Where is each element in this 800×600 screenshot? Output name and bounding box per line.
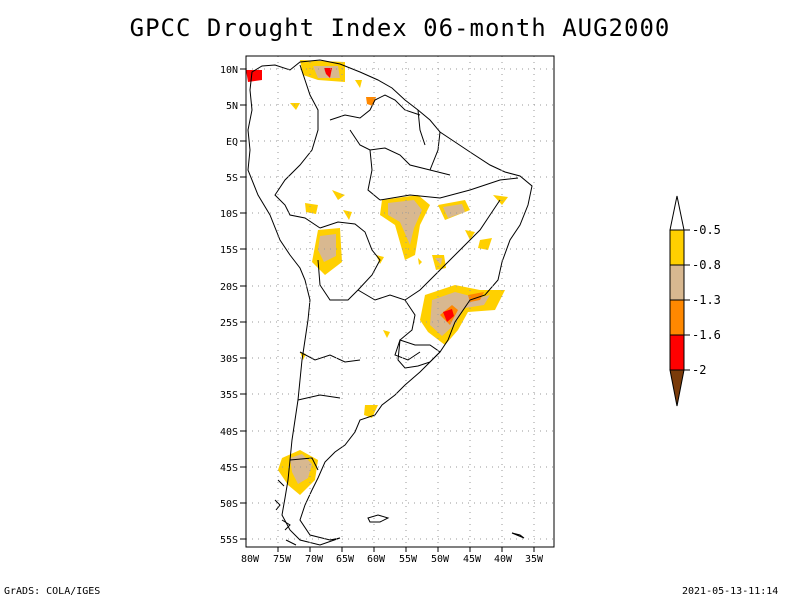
lat-tick-label: 10N: [220, 65, 238, 76]
lon-tick-label: 50W: [431, 554, 450, 565]
lat-ticks: [240, 68, 246, 540]
coastlines-and-borders: [247, 59, 533, 546]
lon-tick-label: 65W: [336, 554, 355, 565]
legend-label: -0.5: [692, 223, 721, 237]
lat-tick-label: 5N: [226, 101, 238, 112]
lat-tick-label: 15S: [220, 245, 238, 256]
lat-tick-label: 30S: [220, 354, 238, 365]
footer-timestamp: 2021-05-13-11:14: [682, 586, 779, 597]
lat-tick-label: 50S: [220, 499, 238, 510]
lon-tick-label: 70W: [305, 554, 324, 565]
drought-shading: [246, 60, 508, 495]
lat-tick-label: 35S: [220, 390, 238, 401]
color-bar-labels: -0.5 -0.8 -1.3 -1.6 -2: [684, 223, 721, 377]
lon-tick-label: 35W: [525, 554, 544, 565]
color-bar-box-4: [669, 334, 685, 371]
lat-tick-label: 55S: [220, 535, 238, 546]
lat-tick-label: 5S: [226, 173, 238, 184]
legend-label: -1.6: [692, 328, 721, 342]
color-bar-box-2: [669, 264, 685, 301]
lat-tick-label: 40S: [220, 427, 238, 438]
lon-tick-label: 60W: [367, 554, 386, 565]
color-bar-top-arrow: [669, 195, 685, 231]
lat-tick-label: 25S: [220, 318, 238, 329]
lon-tick-label: 55W: [399, 554, 418, 565]
lat-tick-label: 20S: [220, 282, 238, 293]
legend-label: -1.3: [692, 293, 721, 307]
lat-tick-label: 10S: [220, 209, 238, 220]
color-bar-box-1: [669, 229, 685, 266]
lon-axis: 80W 75W 70W 65W 60W 55W 50W 45W 40W 35W: [241, 554, 544, 565]
lon-tick-label: 80W: [241, 554, 260, 565]
lon-tick-label: 45W: [463, 554, 482, 565]
color-bar: [669, 195, 685, 407]
legend-label: -0.8: [692, 258, 721, 272]
lat-axis: 10N 5N EQ 5S 10S 15S 20S 25S 30S 35S 40S…: [220, 65, 238, 546]
lon-tick-label: 40W: [494, 554, 513, 565]
map-frame: [245, 55, 555, 548]
color-bar-bottom-arrow: [669, 369, 685, 407]
color-bar-box-3: [669, 299, 685, 336]
lat-tick-label: 45S: [220, 463, 238, 474]
lat-tick-label: EQ: [226, 137, 238, 148]
map-title: GPCC Drought Index 06-month AUG2000: [129, 14, 671, 42]
lon-tick-label: 75W: [273, 554, 292, 565]
lon-ticks: [277, 547, 535, 552]
footer-credit: GrADS: COLA/IGES: [4, 586, 101, 597]
legend-label: -2: [692, 363, 706, 377]
